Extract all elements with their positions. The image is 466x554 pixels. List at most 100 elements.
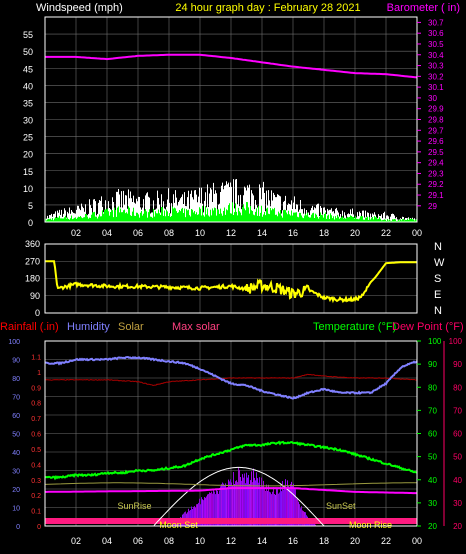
humidity-tick: 90 [12,358,20,365]
dewpoint-line [44,373,418,387]
wind-series [45,179,417,222]
legend-dewpoint: Dew Point (°F) [392,321,464,333]
temperature-tick: 70 [428,406,437,415]
humidity-line [44,355,418,400]
wind-tick: 45 [23,64,33,74]
moon-bar [45,518,417,524]
time-tick: 12 [226,228,236,238]
wind-tick: 55 [23,30,33,40]
barometer-tick: 29.3 [428,169,444,178]
time-tick: 00 [412,228,422,238]
rain-tick: 0 [37,524,41,531]
grid [45,244,417,313]
frame [44,243,418,314]
humidity-tick: 60 [12,413,20,420]
humidity-tick: 30 [12,469,20,476]
wind-axis-title: Windspeed (mph) [36,2,123,14]
direction-tick: 90 [30,291,40,301]
event-label: Moon Rise [349,520,392,530]
wind-tick: 10 [23,184,33,194]
barometer-axis: 29 29.1 29.2 29.329.4 29.5 29.6 29.729.8 29.9 30… [417,18,444,211]
temperature-tick: 100 [428,337,442,346]
barometer-tick: 29.6 [428,137,444,146]
direction-tick: 360 [25,239,40,249]
direction-tick: 0 [35,308,40,318]
time-tick: 14 [257,228,267,238]
legend-rainfall: Rainfall (.in) [0,321,59,333]
rain-tick: 1 [37,370,41,377]
time-tick: 00 [412,536,422,546]
time-tick: 18 [319,536,329,546]
compass-label: N [434,305,442,317]
humidity-tick: 10 [12,506,20,513]
rain-axis: 0 0.1 0.2 0.3 0.4 0.5 0.6 0.7 0.8 0.9 1 1.1 [31,354,41,531]
humidity-tick: 80 [12,376,20,383]
wind-tick: 40 [23,81,33,91]
time-tick: 10 [195,536,205,546]
dewpoint-tick: 20 [453,522,462,531]
barometer-tick: 30.1 [428,83,444,92]
direction-tick: 270 [25,256,40,266]
barometer-tick: 30.5 [428,40,444,49]
rain-tick: 0.1 [31,509,41,516]
sun-moon-events: SunRise SunSet Moon Set Moon Rise [117,501,392,530]
wind-tick: 25 [23,133,33,143]
legend-humidity: Humidity [67,321,110,333]
direction-tick: 180 [25,274,40,284]
barometer-tick: 29.8 [428,116,444,125]
wind-tick: 20 [23,150,33,160]
wind-axis: 0 5 10 15 20 25 30 35 40 45 50 55 [23,30,33,228]
rain-tick: 0.8 [31,401,41,408]
wind-tick: 15 [23,167,33,177]
wind-tick: 0 [28,218,33,228]
event-label: Moon Set [159,520,198,530]
legend: Rainfall (.in) Humidity Solar Max solar … [0,321,464,333]
time-axis: 02 04 06 08 10 12 14 16 18 20 22 00 [71,228,422,238]
graph-title: 24 hour graph day : February 28 2021 [175,2,360,14]
compass-label: N [434,241,442,253]
temperature-axis: 20 30 40 50 60 70 80 90 100 [417,337,442,531]
time-tick: 06 [133,228,143,238]
dewpoint-tick: 60 [453,430,462,439]
humidity-tick: 20 [12,487,20,494]
rain-tick: 0.5 [31,447,41,454]
barometer-tick: 29.4 [428,159,444,168]
dewpoint-tick: 90 [453,360,462,369]
dewpoint-axis: 20 30 40 50 60 70 80 90 100 [443,337,463,531]
time-tick: 08 [164,228,174,238]
barometer-tick: 29.1 [428,191,444,200]
wind-tick: 5 [28,201,33,211]
humidity-axis: 0 10 20 30 40 50 60 70 80 90 100 [8,339,20,531]
time-tick: 04 [102,228,112,238]
dewpoint-tick: 30 [453,499,462,508]
direction-axis: 0 90 180 270 360 [25,239,40,318]
dewpoint-tick: 50 [453,453,462,462]
temperature-line [44,440,418,481]
time-tick: 16 [288,536,298,546]
humidity-tick: 50 [12,432,20,439]
temperature-tick: 90 [428,360,437,369]
barometer-tick: 30.6 [428,29,444,38]
legend-solar: Solar [118,321,144,333]
time-tick: 22 [381,228,391,238]
time-tick: 02 [71,536,81,546]
temperature-tick: 40 [428,476,437,485]
barometer-tick: 29.2 [428,180,444,189]
compass-label: W [434,257,445,269]
barometer-tick: 30.4 [428,51,444,60]
max-solar-curve [153,466,325,527]
wind-tick: 30 [23,116,33,126]
solar-radiation-area [170,467,317,526]
temperature-tick: 80 [428,383,437,392]
humidity-tick: 0 [16,524,20,531]
event-label: SunRise [117,501,151,511]
event-label: SunSet [326,501,356,511]
rain-tick: 0.4 [31,462,41,469]
barometer-tick: 30.2 [428,72,444,81]
barometer-tick: 29.7 [428,126,444,135]
legend-max-solar: Max solar [172,321,220,333]
